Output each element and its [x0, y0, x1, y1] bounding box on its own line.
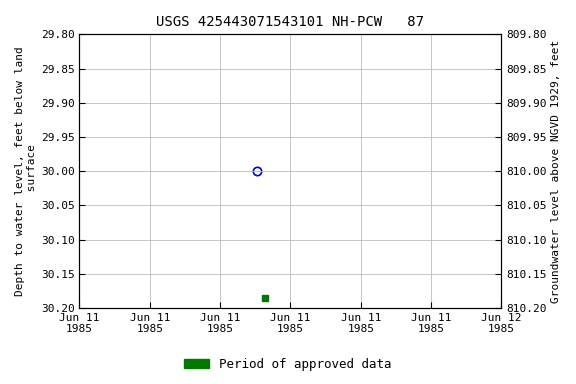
- Y-axis label: Groundwater level above NGVD 1929, feet: Groundwater level above NGVD 1929, feet: [551, 40, 561, 303]
- Legend: Period of approved data: Period of approved data: [179, 353, 397, 376]
- Title: USGS 425443071543101 NH-PCW   87: USGS 425443071543101 NH-PCW 87: [157, 15, 425, 29]
- Y-axis label: Depth to water level, feet below land
 surface: Depth to water level, feet below land su…: [15, 46, 37, 296]
